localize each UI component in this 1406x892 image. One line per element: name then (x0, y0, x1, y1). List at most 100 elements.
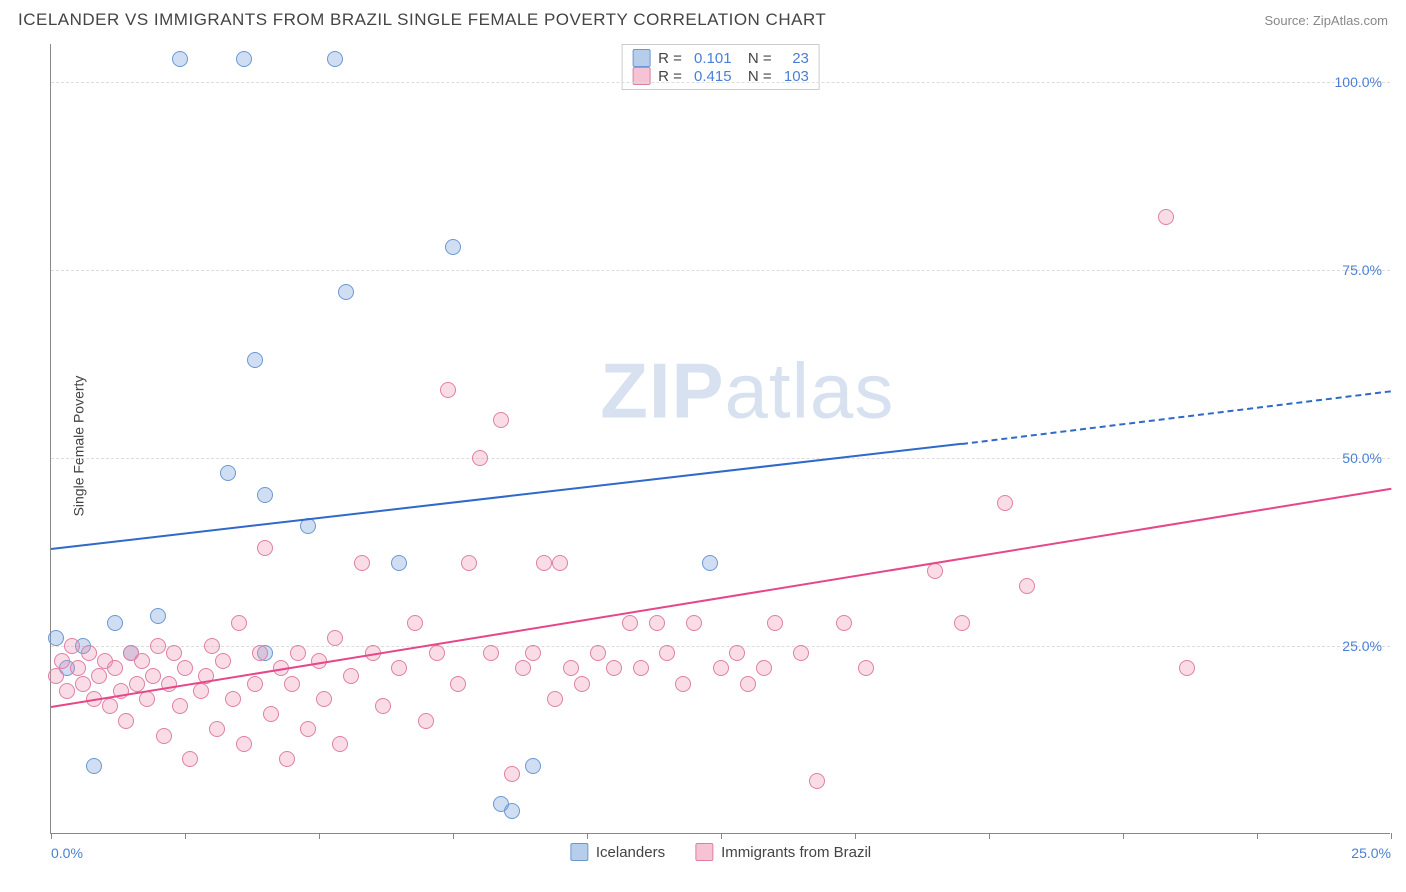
data-point (997, 495, 1013, 511)
data-point (343, 668, 359, 684)
data-point (675, 676, 691, 692)
watermark-prefix: ZIP (600, 347, 724, 435)
data-point (756, 660, 772, 676)
data-point (633, 660, 649, 676)
data-point (767, 615, 783, 631)
legend-r-label: R = (658, 50, 686, 67)
legend-swatch-icelanders (632, 49, 650, 67)
data-point (354, 555, 370, 571)
data-point (54, 653, 70, 669)
x-tick (51, 833, 52, 839)
data-point (713, 660, 729, 676)
header: ICELANDER VS IMMIGRANTS FROM BRAZIL SING… (0, 0, 1406, 36)
x-tick (185, 833, 186, 839)
x-tick (721, 833, 722, 839)
data-point (504, 766, 520, 782)
legend-swatch-brazil (695, 843, 713, 861)
data-point (156, 728, 172, 744)
x-tick (989, 833, 990, 839)
legend-item-brazil: Immigrants from Brazil (695, 843, 871, 861)
data-point (290, 645, 306, 661)
legend-n-value-0: 23 (784, 50, 809, 67)
data-point (263, 706, 279, 722)
data-point (954, 615, 970, 631)
data-point (193, 683, 209, 699)
trend-line (51, 443, 962, 550)
data-point (231, 615, 247, 631)
data-point (182, 751, 198, 767)
data-point (1019, 578, 1035, 594)
data-point (504, 803, 520, 819)
gridline (51, 82, 1390, 83)
legend-bottom: Icelanders Immigrants from Brazil (570, 843, 871, 861)
x-tick (1123, 833, 1124, 839)
data-point (236, 51, 252, 67)
data-point (134, 653, 150, 669)
data-point (145, 668, 161, 684)
legend-label: Immigrants from Brazil (721, 844, 871, 861)
scatter-chart: ZIPatlas R = 0.101 N = 23 R = 0.415 N = … (50, 44, 1390, 834)
data-point (48, 668, 64, 684)
data-point (284, 676, 300, 692)
y-tick-label: 100.0% (1335, 74, 1382, 90)
data-point (525, 758, 541, 774)
data-point (327, 630, 343, 646)
data-point (91, 668, 107, 684)
data-point (332, 736, 348, 752)
data-point (461, 555, 477, 571)
data-point (215, 653, 231, 669)
legend-swatch-icelanders (570, 843, 588, 861)
data-point (177, 660, 193, 676)
data-point (118, 713, 134, 729)
legend-r-value-0: 0.101 (694, 50, 732, 67)
x-tick (1391, 833, 1392, 839)
data-point (515, 660, 531, 676)
data-point (702, 555, 718, 571)
data-point (536, 555, 552, 571)
data-point (686, 615, 702, 631)
data-point (86, 758, 102, 774)
data-point (740, 676, 756, 692)
data-point (391, 660, 407, 676)
data-point (649, 615, 665, 631)
data-point (1158, 209, 1174, 225)
data-point (70, 660, 86, 676)
data-point (729, 645, 745, 661)
x-tick (319, 833, 320, 839)
data-point (150, 608, 166, 624)
data-point (407, 615, 423, 631)
data-point (375, 698, 391, 714)
data-point (858, 660, 874, 676)
data-point (252, 645, 268, 661)
legend-item-icelanders: Icelanders (570, 843, 665, 861)
data-point (257, 540, 273, 556)
data-point (236, 736, 252, 752)
data-point (793, 645, 809, 661)
y-tick-label: 75.0% (1342, 262, 1382, 278)
data-point (493, 412, 509, 428)
data-point (225, 691, 241, 707)
legend-stats: R = 0.101 N = 23 R = 0.415 N = 103 (621, 44, 820, 90)
y-tick-label: 50.0% (1342, 450, 1382, 466)
legend-label: Icelanders (596, 844, 665, 861)
data-point (102, 698, 118, 714)
data-point (836, 615, 852, 631)
data-point (247, 352, 263, 368)
data-point (606, 660, 622, 676)
data-point (391, 555, 407, 571)
data-point (204, 638, 220, 654)
data-point (129, 676, 145, 692)
trend-line-extrapolated (962, 390, 1391, 445)
data-point (809, 773, 825, 789)
gridline (51, 458, 1390, 459)
data-point (552, 555, 568, 571)
data-point (445, 239, 461, 255)
data-point (48, 630, 64, 646)
x-tick-label: 0.0% (51, 845, 83, 861)
data-point (300, 721, 316, 737)
data-point (172, 698, 188, 714)
x-tick-label: 25.0% (1351, 845, 1391, 861)
y-tick-label: 25.0% (1342, 638, 1382, 654)
data-point (450, 676, 466, 692)
watermark-suffix: atlas (725, 347, 895, 435)
